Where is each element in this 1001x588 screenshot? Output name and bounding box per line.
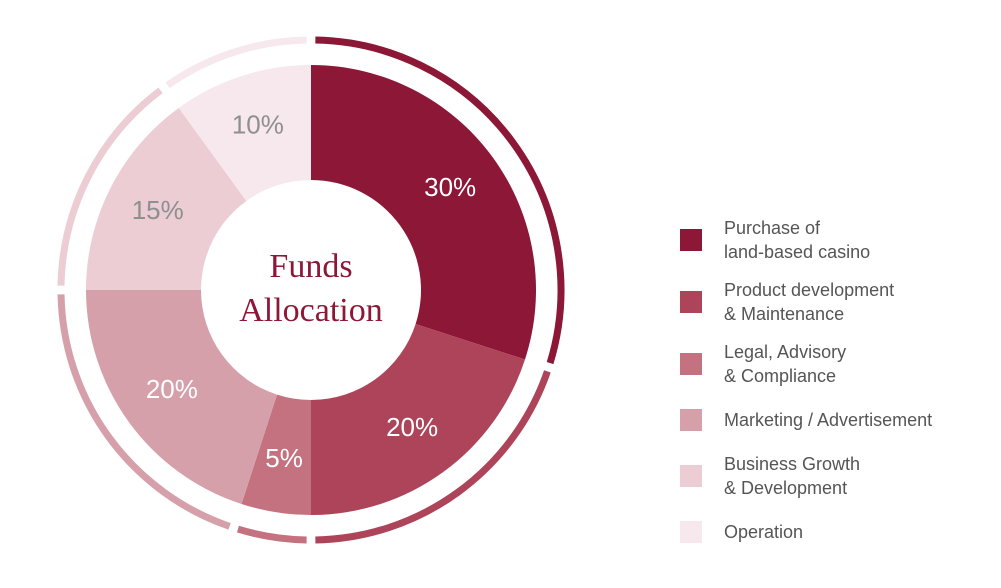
legend-item: Purchase of land-based casino [680,216,932,264]
slice [311,323,525,515]
legend-swatch [680,521,702,543]
legend-swatch [680,353,702,375]
legend-label: Product development & Maintenance [724,280,895,324]
slice [311,65,536,360]
legend-label: Business Growth & Development [724,454,861,498]
outer-ring-arc [236,525,307,544]
outer-ring-arc [315,36,565,365]
outer-ring-arc [165,36,307,89]
legend-item: Legal, Advisory & Compliance [680,340,932,388]
data-label: 20% [386,412,438,442]
legend-swatch [680,291,702,313]
data-label: 15% [132,195,184,225]
data-label: 20% [146,374,198,404]
slice [241,394,311,515]
data-label: 10% [232,109,284,139]
legend-label: Operation [724,522,804,542]
chart-title: Funds Allocation [239,248,383,329]
legend-swatch [680,465,702,487]
slice [86,107,247,290]
legend-swatch [680,409,702,431]
legend-item: Operation [680,514,932,550]
legend-item: Business Growth & Development [680,452,932,500]
outer-ring-arc [315,370,551,544]
legend-item: Product development & Maintenance [680,278,932,326]
legend: Purchase of land-based casino Product dev… [680,216,932,550]
legend-label: Purchase of land-based casino [724,218,871,262]
legend-item: Marketing / Advertisement [680,402,932,438]
legend-label: Legal, Advisory & Compliance [724,342,847,386]
legend-swatch [680,229,702,251]
data-label: 5% [265,443,303,473]
legend-label: Marketing / Advertisement [724,410,933,430]
slice [178,65,311,202]
slice [86,290,278,504]
outer-ring-arc [57,294,231,530]
data-label: 30% [424,172,476,202]
outer-ring-arc [57,87,163,286]
